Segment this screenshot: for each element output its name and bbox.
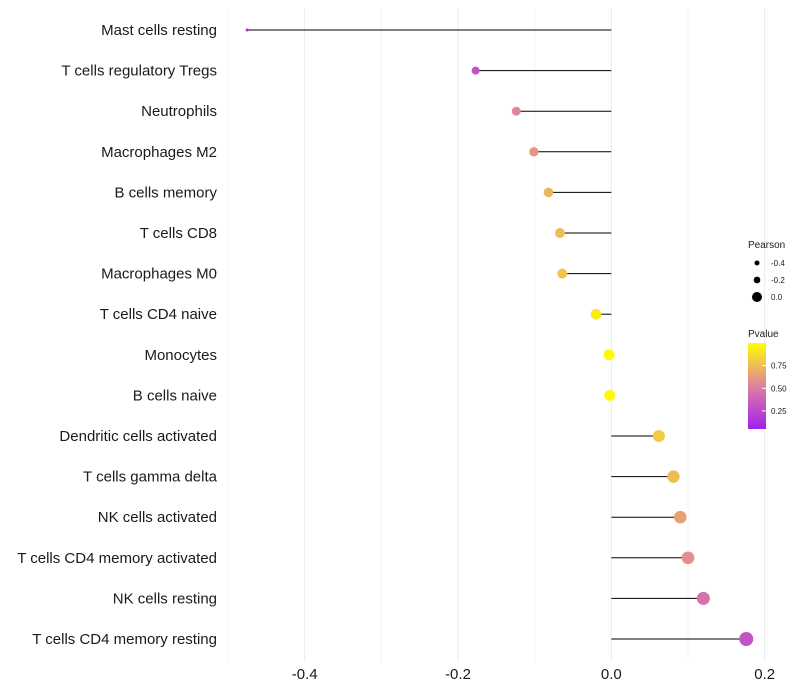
- lollipop-point: [604, 389, 616, 401]
- grid-lines: [227, 8, 766, 662]
- lollipop-point: [511, 106, 521, 116]
- category-label: T cells CD4 naive: [100, 306, 217, 323]
- lollipop-point: [245, 28, 249, 32]
- category-label: Monocytes: [144, 347, 217, 364]
- size-legend-key: [754, 260, 760, 266]
- category-label: Macrophages M2: [101, 144, 217, 161]
- lollipop-point: [555, 228, 565, 238]
- size-legend-label: 0.0: [771, 293, 783, 302]
- category-label: NK cells activated: [98, 509, 217, 526]
- category-label: Dendritic cells activated: [59, 428, 217, 445]
- category-label: T cells CD4 memory activated: [17, 550, 217, 567]
- category-label: Neutrophils: [141, 103, 217, 120]
- size-legend-key: [753, 276, 761, 284]
- size-legend-label: -0.4: [771, 259, 785, 268]
- size-legend-title: Pearson: [748, 240, 785, 251]
- lollipop-point: [739, 632, 754, 646]
- color-legend-label: 0.75: [771, 362, 787, 371]
- category-label: B cells memory: [114, 184, 217, 201]
- category-labels: Mast cells resting T cells regulatory Tre…: [17, 22, 217, 648]
- lollipop-point: [603, 349, 615, 361]
- color-legend-label: 0.50: [771, 384, 787, 393]
- color-legend-label: 0.25: [771, 407, 787, 416]
- lollipop-points: [245, 28, 754, 646]
- lollipop-stems: [247, 29, 747, 640]
- lollipop-point: [529, 147, 539, 157]
- category-label: NK cells resting: [113, 590, 217, 607]
- lollipop-point: [543, 187, 554, 198]
- x-tick-label: 0.2: [754, 666, 775, 683]
- category-label: B cells naive: [133, 387, 217, 404]
- color-legend-title: Pvalue: [748, 329, 779, 340]
- x-tick-label: -0.2: [445, 666, 471, 683]
- lollipop-point: [667, 470, 680, 483]
- legend: Pearson -0.4 -0.2 0.0 Pvalue 0.75 0.50 0.25: [748, 240, 787, 429]
- category-label: T cells gamma delta: [83, 469, 218, 486]
- x-axis-ticks: -0.4 -0.2 0.0 0.2: [292, 666, 775, 683]
- x-tick-label: 0.0: [601, 666, 622, 683]
- lollipop-point: [674, 510, 687, 524]
- lollipop-point: [471, 66, 480, 75]
- lollipop-point: [557, 268, 568, 279]
- color-legend-bar: [748, 343, 766, 429]
- category-label: T cells CD4 memory resting: [32, 631, 217, 648]
- lollipop-point: [590, 308, 602, 320]
- color-legend-items: 0.75 0.50 0.25: [762, 362, 787, 416]
- x-tick-label: -0.4: [292, 666, 318, 683]
- category-label: T cells CD8: [140, 225, 217, 242]
- lollipop-point: [652, 429, 665, 443]
- size-legend-key: [751, 291, 763, 303]
- size-legend-label: -0.2: [771, 276, 785, 285]
- lollipop-point: [681, 551, 695, 565]
- lollipop-point: [696, 591, 710, 605]
- category-label: Mast cells resting: [101, 22, 217, 39]
- category-label: T cells regulatory Tregs: [61, 63, 217, 80]
- size-legend-items: -0.4 -0.2 0.0: [751, 259, 785, 303]
- category-label: Macrophages M0: [101, 266, 217, 283]
